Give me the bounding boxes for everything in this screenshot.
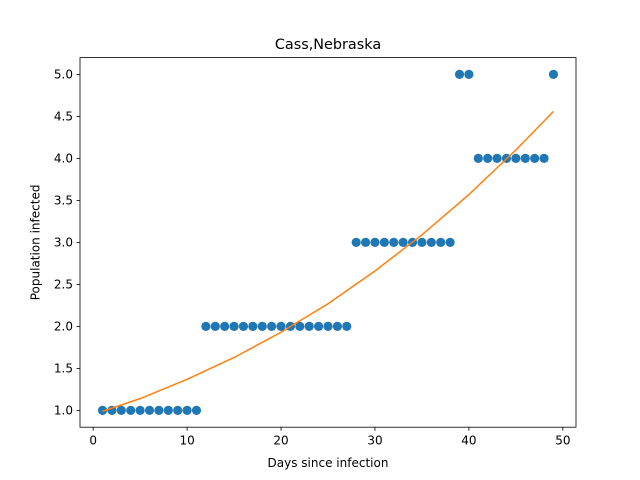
data-point: [511, 153, 521, 163]
data-point: [163, 405, 173, 415]
data-point: [248, 321, 258, 331]
y-tick-label: 2.0: [54, 320, 73, 334]
data-point: [304, 321, 314, 331]
y-tick-label: 3.0: [54, 236, 73, 250]
x-tick-label: 10: [179, 434, 194, 448]
data-point: [520, 153, 530, 163]
x-tick-label: 20: [273, 434, 288, 448]
y-tick-label: 1.0: [54, 404, 73, 418]
chart-title: Cass,Nebraska: [275, 37, 381, 53]
data-point: [454, 69, 465, 79]
data-point: [135, 405, 145, 415]
y-tick-label: 4.5: [54, 110, 73, 124]
data-point: [191, 405, 202, 415]
trend-line: [102, 110, 554, 412]
data-point: [483, 153, 493, 163]
y-tick-label: 3.5: [54, 194, 73, 208]
x-tick-label: 30: [367, 434, 382, 448]
x-axis-ticks: 0 10 20 30 40 50: [89, 427, 570, 448]
data-point: [276, 321, 286, 331]
plot-frame: [79, 57, 577, 428]
data-point: [398, 237, 408, 247]
data-point: [201, 321, 211, 331]
plot-area: [80, 57, 576, 428]
data-point: [144, 405, 155, 415]
y-tick-label: 4.0: [54, 152, 73, 166]
data-point: [116, 405, 126, 415]
data-point: [182, 405, 192, 415]
data-point: [360, 237, 371, 247]
data-point: [342, 321, 352, 331]
series-layer: [97, 69, 559, 415]
data-point: [417, 237, 427, 247]
data-point: [173, 405, 183, 415]
data-point: [426, 237, 436, 247]
y-tick-label: 2.5: [54, 278, 73, 292]
data-point: [436, 237, 446, 247]
y-tick-label: 5.0: [54, 68, 73, 82]
data-point: [295, 321, 305, 331]
data-point: [154, 405, 164, 415]
x-tick-label: 40: [461, 434, 476, 448]
x-axis-label: Days since infection: [268, 456, 389, 470]
data-point: [97, 405, 108, 415]
data-point: [126, 405, 136, 415]
data-point: [389, 237, 399, 247]
data-point: [229, 321, 239, 331]
y-axis-ticks: 1.0 1.5 2.0 2.5 3.0 3.5 4.0 4.5 5.0: [54, 68, 80, 418]
data-point: [473, 153, 483, 163]
data-point: [332, 321, 342, 331]
data-point: [257, 321, 267, 331]
data-point: [210, 321, 220, 331]
data-point: [351, 237, 361, 247]
data-point: [370, 237, 380, 247]
data-point: [314, 321, 324, 331]
data-point: [379, 237, 389, 247]
data-point: [492, 153, 502, 163]
y-tick-label: 1.5: [54, 362, 73, 376]
x-tick-label: 50: [555, 434, 570, 448]
data-point: [539, 153, 549, 163]
data-point: [220, 321, 230, 331]
data-point: [238, 321, 249, 331]
data-point: [548, 69, 559, 79]
data-point: [445, 237, 455, 247]
data-point: [323, 321, 333, 331]
x-tick-label: 0: [89, 434, 97, 448]
data-point: [530, 153, 540, 163]
data-point: [267, 321, 277, 331]
data-point: [464, 69, 474, 79]
y-axis-label: Population infected: [29, 185, 43, 301]
